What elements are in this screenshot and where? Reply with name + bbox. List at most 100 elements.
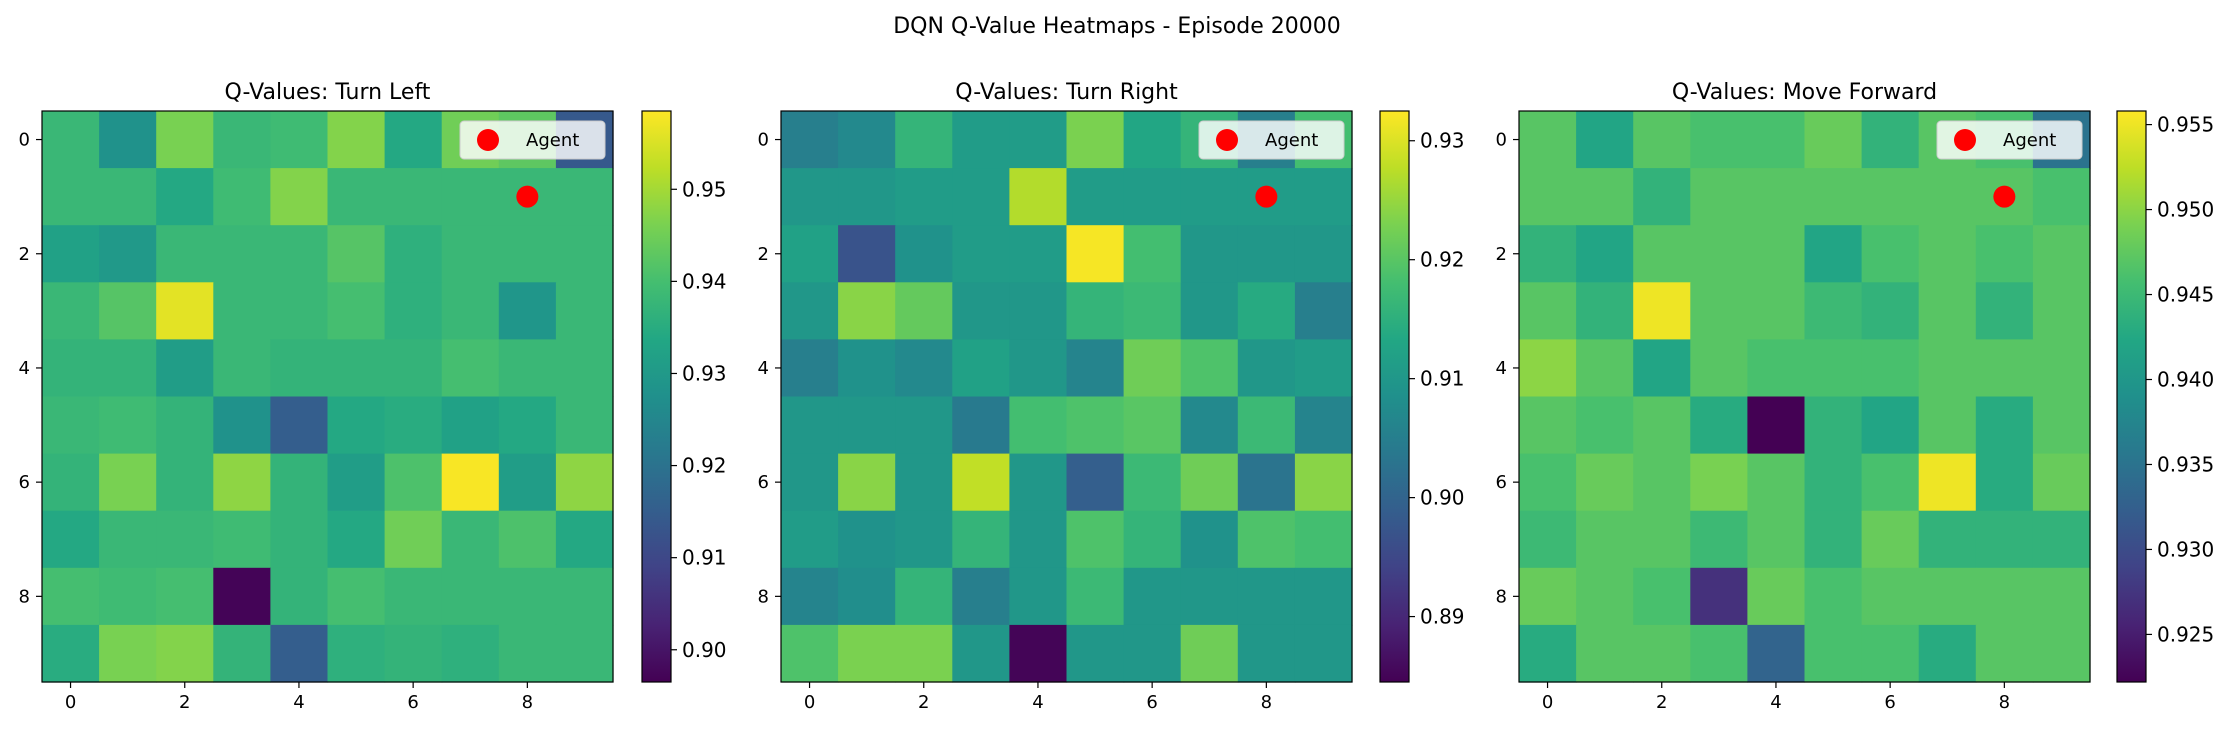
heatmap-cell (1918, 567, 1977, 626)
heatmap-cell (1009, 111, 1068, 169)
heatmap-cell (1180, 168, 1239, 226)
heatmap-cell (1975, 510, 2034, 569)
heatmap-cell (1237, 339, 1296, 398)
heatmap-cell (1180, 396, 1239, 455)
colorbar-tick-label: 0.95 (682, 177, 727, 201)
x-tick-label: 0 (804, 692, 815, 713)
heatmap-cell (498, 624, 557, 683)
plot-frame (41, 110, 614, 683)
heatmap-cell (1804, 225, 1863, 283)
y-tick-label: 4 (1496, 358, 1507, 379)
heatmap-cell (1519, 111, 1577, 169)
heatmap-cell (1576, 282, 1634, 340)
heatmap-cell (895, 282, 953, 340)
heatmap-cell (1804, 567, 1863, 626)
heatmap-cell (270, 624, 329, 683)
heatmap-cell (270, 567, 329, 626)
heatmap-cell (952, 282, 1010, 340)
heatmap-cell (99, 225, 157, 283)
heatmap-cell (99, 339, 157, 398)
heatmap-cell (213, 282, 271, 340)
heatmap-cell (99, 510, 157, 569)
heatmap-cell (1690, 567, 1748, 626)
heatmap-cell (1009, 339, 1068, 398)
x-tick-label: 2 (918, 692, 929, 713)
heatmap-cell (838, 225, 896, 283)
y-tick-label: 2 (19, 244, 30, 265)
heatmap-cell (895, 225, 953, 283)
heatmap-cell (1294, 624, 1353, 683)
x-tick-label: 6 (1146, 692, 1157, 713)
colorbar-gradient (1380, 111, 1409, 682)
heatmap-cell (1519, 168, 1577, 226)
heatmap-cell (838, 168, 896, 226)
heatmap-cell (384, 624, 443, 683)
heatmap-cell (99, 111, 157, 169)
colorbar-tick-label: 0.94 (682, 269, 727, 293)
heatmap-cell (42, 225, 100, 283)
colorbar-tick-label: 0.925 (2157, 622, 2214, 646)
heatmap-cell (1294, 567, 1353, 626)
heatmap-cell (1804, 339, 1863, 398)
heatmap-cell (498, 339, 557, 398)
heatmap-cell (1576, 510, 1634, 569)
plot-frame (1518, 110, 2091, 683)
heatmap-cell (952, 111, 1010, 169)
heatmap-cell (1180, 567, 1239, 626)
heatmap-cell (1123, 510, 1182, 569)
heatmap-cell (384, 339, 443, 398)
heatmap-cell (2032, 510, 2091, 569)
heatmap-cell (42, 510, 100, 569)
heatmap-cell (1918, 510, 1977, 569)
heatmap-cell (327, 225, 386, 283)
heatmap-cell (1918, 396, 1977, 455)
heatmap-cell (1804, 111, 1863, 169)
heatmap-cell (1633, 282, 1691, 340)
heatmap-cell (1804, 168, 1863, 226)
heatmap-cell (895, 624, 953, 683)
heatmap-cell (1066, 624, 1125, 683)
heatmap-cell (213, 624, 271, 683)
heatmap-cell (498, 282, 557, 340)
colorbar-gradient (2117, 111, 2146, 682)
heatmap-cell (2032, 225, 2091, 283)
heatmap-cell (42, 624, 100, 683)
heatmap-cell (781, 510, 839, 569)
heatmap-cell (213, 396, 271, 455)
heatmap-cell (1747, 168, 1806, 226)
heatmap-cell (384, 567, 443, 626)
heatmap-cell (156, 624, 214, 683)
heatmap-cell (99, 624, 157, 683)
heatmap-cell (781, 225, 839, 283)
heatmap-cell (1747, 510, 1806, 569)
heatmap-cell (1066, 453, 1125, 512)
heatmap-cell (555, 396, 614, 455)
heatmap-cell (1519, 453, 1577, 512)
heatmap-cell (1123, 396, 1182, 455)
heatmap-cell (1861, 339, 1920, 398)
heatmap-cell (1747, 225, 1806, 283)
heatmap-cell (441, 396, 500, 455)
heatmap-cell (1804, 510, 1863, 569)
heatmap-cell (2032, 453, 2091, 512)
heatmap-cell (384, 225, 443, 283)
heatmap-cell (1633, 111, 1691, 169)
heatmap-cell (952, 168, 1010, 226)
colorbar-frame (641, 110, 672, 683)
x-tick-label: 6 (1884, 692, 1895, 713)
heatmap-cell (838, 111, 896, 169)
heatmap-cell (952, 510, 1010, 569)
heatmap-cell (99, 396, 157, 455)
colorbar-tick-label: 0.955 (2157, 113, 2214, 137)
heatmap-cell (2032, 396, 2091, 455)
y-tick-label: 4 (19, 358, 30, 379)
heatmap-cell (1066, 567, 1125, 626)
heatmap-cell (1690, 225, 1748, 283)
heatmap-cell (1009, 168, 1068, 226)
heatmap-cell (895, 339, 953, 398)
y-tick-label: 8 (19, 586, 30, 607)
heatmap-cell (270, 225, 329, 283)
heatmap-cell (1237, 453, 1296, 512)
heatmap-cell (1066, 111, 1125, 169)
